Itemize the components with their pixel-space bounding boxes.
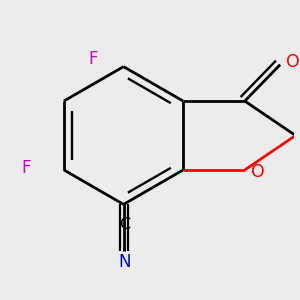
Text: O: O xyxy=(251,163,265,181)
Text: F: F xyxy=(21,160,31,178)
Text: C: C xyxy=(119,217,130,232)
Text: F: F xyxy=(88,50,98,68)
Text: N: N xyxy=(118,253,130,271)
Text: O: O xyxy=(286,53,299,71)
